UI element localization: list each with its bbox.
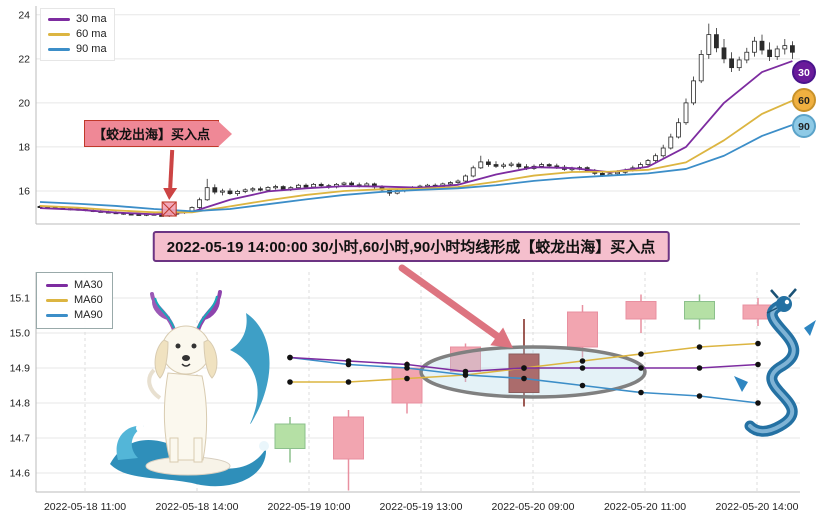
buy-down-arrow [163,149,178,200]
top-y-tick-label: 24 [18,9,30,21]
ma30-end-badge: 30 [792,60,816,84]
legend-item-60ma: 60 ma [48,27,107,42]
bottom-y-tick-label: 15.1 [10,293,31,305]
bottom-y-tick-label: 14.7 [10,433,31,445]
x-axis-label: 2022-05-19 10:00 [268,501,351,513]
legend-item-30ma: 30 ma [48,12,107,27]
legend-item-ma60: MA60 [46,293,103,308]
ma60-swatch [46,299,68,302]
x-axis-label: 2022-05-20 11:00 [604,501,686,513]
legend-item-ma90: MA90 [46,308,103,323]
x-axis-label: 2022-05-19 13:00 [380,501,463,513]
ma90-swatch [48,48,70,51]
top-price-chart: 24 22 20 18 16 [18,6,800,225]
buy-point-marker [161,201,177,217]
bottom-y-tick-label: 14.8 [10,398,31,410]
top-y-tick-label: 16 [18,185,30,197]
ma30-swatch [48,18,70,21]
bottom-candles [274,294,774,491]
legend-label-ma60: MA60 [74,294,103,306]
bottom-detail-chart: 15.1 15.0 14.9 14.8 14.7 14.6 2022-05-18 11:00… [10,272,816,513]
bottom-y-tick-label: 15.0 [10,328,31,340]
top-y-tick-label: 20 [18,97,30,109]
bottom-ma-lines [287,340,761,406]
dragon-illustration [734,288,816,437]
legend-item-ma30: MA30 [46,278,103,293]
x-axis-label: 2022-05-18 11:00 [44,501,126,513]
x-axis-label: 2022-05-18 14:00 [156,501,239,513]
legend-label-30ma: 30 ma [76,13,107,25]
x-axis-label: 2022-05-20 14:00 [716,501,799,513]
legend-label-ma90: MA90 [74,309,103,321]
legend-label-60ma: 60 ma [76,28,107,40]
ma60-end-badge: 60 [792,88,816,112]
bottom-plot: 15.1 15.0 14.9 14.8 14.7 14.6 2022-05-18 11:00… [10,272,800,513]
top-y-tick-label: 18 [18,141,30,153]
bottom-y-tick-label: 14.9 [10,363,31,375]
legend-label-ma30: MA30 [74,279,103,291]
legend-item-90ma: 90 ma [48,42,107,57]
top-y-tick-label: 22 [18,53,30,65]
ma90-swatch [46,314,68,317]
legend-label-90ma: 90 ma [76,43,107,55]
dragon-buy-callout: 【蛟龙出海】买入点 [84,120,233,147]
top-legend: 30 ma 60 ma 90 ma [40,8,115,61]
ma60-swatch [48,33,70,36]
ma30-swatch [46,284,68,287]
dog-wave-illustration [110,290,270,487]
bottom-y-tick-label: 14.6 [10,468,31,480]
ma90-end-badge: 90 [792,114,816,138]
annotation-banner: 2022-05-19 14:00:00 30小时,60小时,90小时均线形成【蛟… [152,231,670,262]
bottom-legend: MA30 MA60 MA90 [36,272,113,329]
x-axis-label: 2022-05-20 09:00 [492,501,575,513]
